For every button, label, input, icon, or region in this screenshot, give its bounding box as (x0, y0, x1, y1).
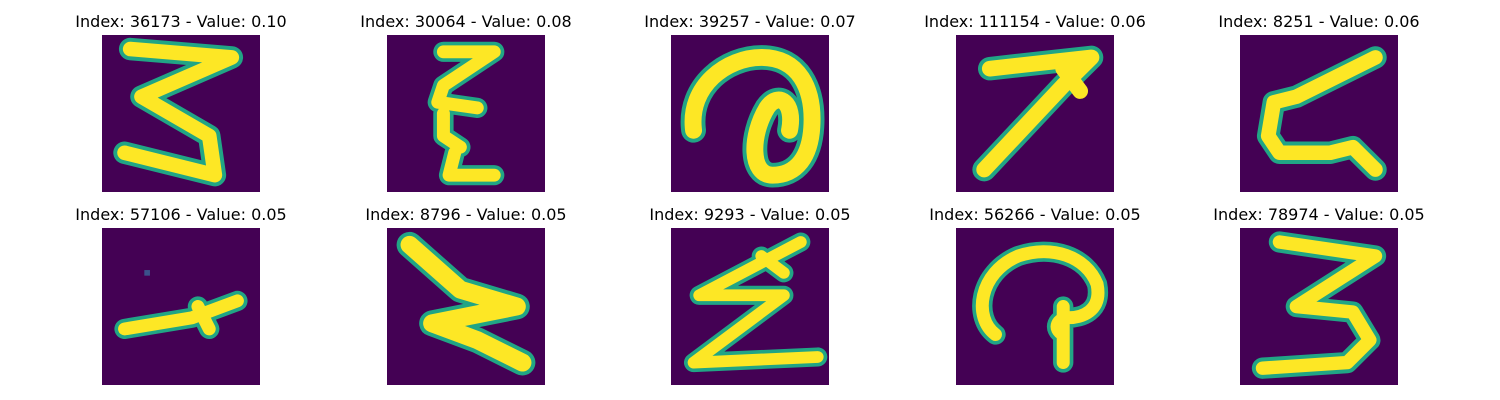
digit-image (1240, 35, 1398, 192)
panel-6: Index: 57106 - Value: 0.05 (51, 205, 311, 385)
glyph-z-zigzag (683, 232, 828, 373)
digit-image (387, 228, 545, 385)
panel-title: Index: 78974 - Value: 0.05 (1213, 205, 1425, 224)
panel-title: Index: 36173 - Value: 0.10 (75, 12, 287, 31)
digit-image (956, 228, 1114, 385)
panel-title: Index: 30064 - Value: 0.08 (360, 12, 572, 31)
glyph-digit-3-narrow (427, 41, 505, 186)
glyph-digit-3-zigzag (113, 37, 244, 187)
panel-10: Index: 78974 - Value: 0.05 (1189, 205, 1449, 385)
glyph-arrow-stroke (114, 270, 248, 340)
digit-image (671, 35, 829, 192)
digit-image (102, 228, 260, 385)
panel-8: Index: 9293 - Value: 0.05 (620, 205, 880, 385)
panel-title: Index: 57106 - Value: 0.05 (75, 205, 287, 224)
panel-title: Index: 8796 - Value: 0.05 (365, 205, 567, 224)
panel-title: Index: 8251 - Value: 0.06 (1218, 12, 1420, 31)
glyph-loop-hook (972, 241, 1109, 373)
digit-image (102, 35, 260, 192)
digit-image (956, 35, 1114, 192)
panel-title: Index: 39257 - Value: 0.07 (644, 12, 856, 31)
glyph-digit-3 (1251, 231, 1387, 379)
panel-5: Index: 8251 - Value: 0.06 (1189, 12, 1449, 192)
glyph-digit-7 (972, 45, 1104, 182)
panel-3: Index: 39257 - Value: 0.07 (620, 12, 880, 192)
glyph-loop-curl (680, 45, 825, 188)
panel-title: Index: 56266 - Value: 0.05 (929, 205, 1141, 224)
digit-image (671, 228, 829, 385)
panel-title: Index: 111154 - Value: 0.06 (924, 12, 1146, 31)
panel-1: Index: 36173 - Value: 0.10 (51, 12, 311, 192)
digit-image (387, 35, 545, 192)
glyph-z-curve (1256, 46, 1387, 181)
panel-9: Index: 56266 - Value: 0.05 (905, 205, 1165, 385)
digit-image (1240, 228, 1398, 385)
panel-title: Index: 9293 - Value: 0.05 (649, 205, 851, 224)
panel-2: Index: 30064 - Value: 0.08 (336, 12, 596, 192)
panel-7: Index: 8796 - Value: 0.05 (336, 205, 596, 385)
panel-4: Index: 111154 - Value: 0.06 (905, 12, 1165, 192)
glyph-z-bold (396, 231, 536, 376)
